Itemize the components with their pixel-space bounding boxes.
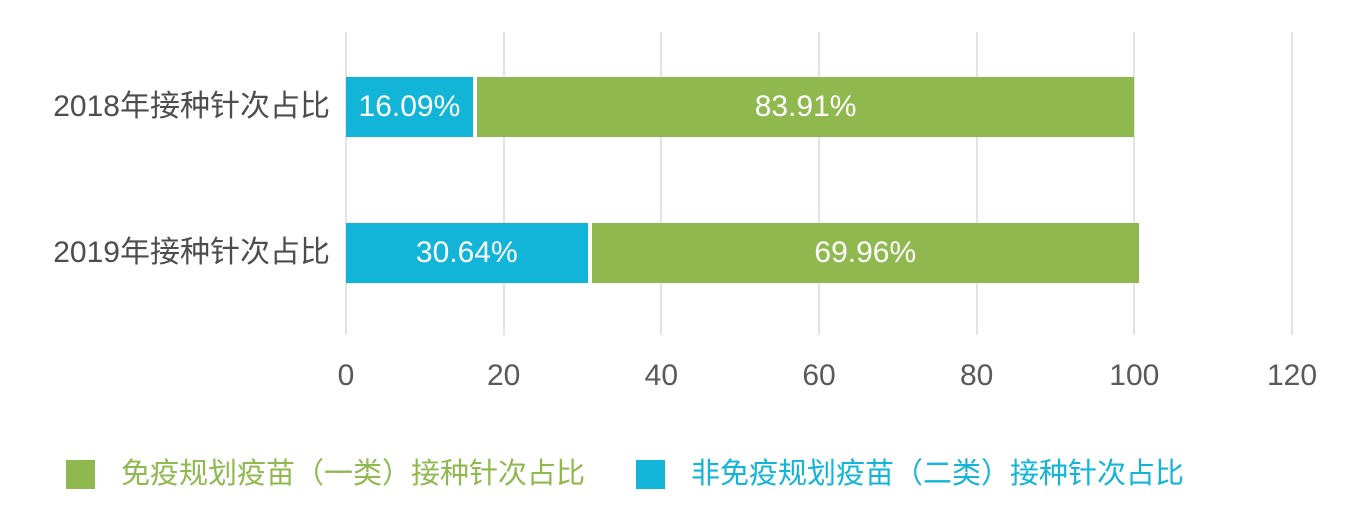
x-tick-label-60: 60	[802, 359, 836, 392]
legend-label: 免疫规划疫苗（一类）接种针次占比	[121, 458, 586, 490]
legend-swatch-icon	[66, 459, 95, 489]
plot-area: 16.09% 83.91% 30.64% 69.96%	[345, 32, 1293, 335]
bar-value-label: 69.96%	[814, 236, 917, 269]
gridline-x-120	[1291, 32, 1293, 335]
gridline-x-60	[818, 32, 820, 335]
bar-segment-2019-series-1[interactable]: 69.96%	[591, 223, 1140, 283]
gridline-x-40	[660, 32, 663, 335]
category-label-2019: 2019年接种针次占比	[53, 236, 330, 269]
x-tick-label-40: 40	[644, 359, 679, 392]
x-tick-label-0: 0	[337, 359, 355, 392]
legend-item-class2[interactable]: 非免疫规划疫苗（二类）接种针次占比	[636, 457, 1184, 491]
bar-segment-2018-series-1[interactable]: 83.91%	[476, 77, 1135, 137]
bar-row-2019: 30.64% 69.96%	[346, 223, 1292, 283]
bar-value-label: 83.91%	[754, 90, 857, 123]
bar-segment-2019-series-0[interactable]: 30.64%	[346, 223, 588, 283]
gridline-x-80	[975, 32, 978, 335]
gridline-x-100	[1133, 32, 1136, 335]
x-tick-label-100: 100	[1109, 359, 1160, 392]
category-label-2018: 2018年接种针次占比	[53, 90, 330, 123]
x-tick-label-120: 120	[1266, 359, 1318, 392]
legend-label: 非免疫规划疫苗（二类）接种针次占比	[691, 458, 1185, 490]
legend-item-class1[interactable]: 免疫规划疫苗（一类）接种针次占比	[66, 457, 585, 491]
bar-row-2018: 16.09% 83.91%	[346, 77, 1292, 137]
x-tick-label-20: 20	[486, 359, 521, 392]
bar-segment-2018-series-0[interactable]: 16.09%	[346, 77, 473, 137]
bar-value-label: 30.64%	[415, 236, 518, 269]
gridline-x-20	[502, 32, 505, 335]
gridline-x-0	[345, 32, 347, 335]
legend-swatch-icon	[636, 459, 665, 489]
x-tick-label-80: 80	[959, 359, 994, 392]
bar-value-label: 16.09%	[358, 90, 461, 123]
